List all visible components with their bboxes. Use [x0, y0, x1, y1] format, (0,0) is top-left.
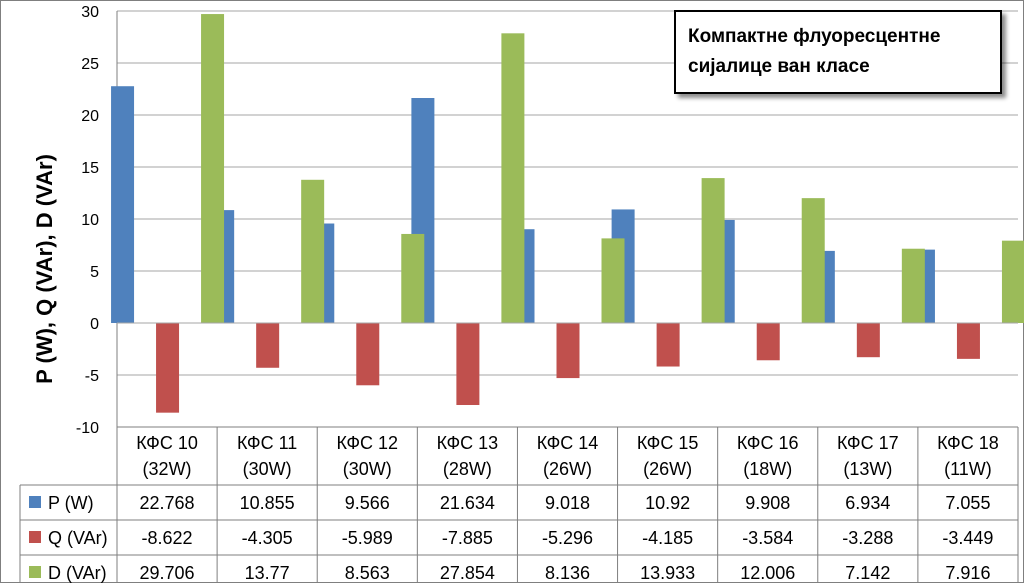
legend-key-d	[29, 566, 41, 578]
y-tick-label: -10	[76, 420, 99, 437]
y-axis-title: P (W), Q (VAr), D (VAr)	[32, 154, 57, 384]
bar-q	[356, 323, 380, 386]
data-value: -7.885	[442, 528, 493, 548]
bar-d	[801, 198, 825, 323]
bar-d	[901, 248, 925, 323]
y-tick-label: 5	[90, 264, 99, 281]
bar-d	[201, 14, 225, 324]
data-value: 13.77	[245, 563, 290, 583]
legend-key-p	[29, 496, 41, 508]
category-label: (26W)	[543, 459, 592, 479]
category-label: (11W)	[944, 459, 992, 479]
chart-title-box: Компактне флуоресцентне сијалице ван кла…	[674, 10, 1002, 94]
bar-d	[301, 179, 325, 323]
data-value: 21.634	[440, 493, 495, 513]
y-tick-label: 30	[81, 4, 99, 21]
legend-label: P (W)	[48, 493, 94, 513]
data-value: 8.563	[345, 563, 390, 583]
data-value: 9.018	[545, 493, 590, 513]
data-value: -5.989	[342, 528, 393, 548]
category-label: (30W)	[343, 459, 392, 479]
data-value: 10.855	[240, 493, 295, 513]
category-label: КФС 12	[336, 433, 398, 453]
data-value: 8.136	[545, 563, 590, 583]
data-value: 7.142	[845, 563, 890, 583]
y-tick-label: 25	[81, 56, 99, 73]
bar-d	[501, 33, 525, 324]
data-value: 6.934	[845, 493, 890, 513]
bar-q	[756, 323, 780, 361]
data-value: -5.296	[542, 528, 593, 548]
category-label: КФС 13	[437, 433, 499, 453]
data-value: 22.768	[140, 493, 195, 513]
category-label: КФС 16	[737, 433, 799, 453]
data-value: -8.622	[142, 528, 193, 548]
category-label: (32W)	[143, 459, 192, 479]
bar-q	[856, 323, 880, 358]
data-value: -3.288	[842, 528, 893, 548]
category-label: (13W)	[843, 459, 892, 479]
category-label: КФС 18	[937, 433, 999, 453]
data-value: -4.305	[242, 528, 293, 548]
y-tick-label: 10	[81, 212, 99, 229]
legend-label: Q (VAr)	[48, 528, 108, 548]
category-label: (28W)	[443, 459, 492, 479]
category-label: КФС 11	[237, 433, 297, 453]
data-value: -3.584	[742, 528, 793, 548]
legend-label: D (VAr)	[48, 563, 107, 583]
bar-q	[656, 323, 680, 367]
category-label: КФС 17	[837, 433, 899, 453]
chart-title-line-1: Компактне флуоресцентне	[688, 26, 941, 47]
data-value: 7.916	[945, 563, 990, 583]
data-value: 12.006	[740, 563, 795, 583]
chart-title-line-2: сијалице ван класе	[688, 56, 870, 77]
category-label: (18W)	[743, 459, 792, 479]
y-tick-label: 0	[90, 316, 99, 333]
data-value: -3.449	[942, 528, 993, 548]
category-label: КФС 10	[136, 433, 198, 453]
legend-key-q	[29, 531, 41, 543]
data-value: 9.908	[745, 493, 790, 513]
y-tick-label: 15	[81, 160, 99, 177]
bar-q	[956, 323, 980, 359]
bar-q	[456, 323, 480, 406]
data-value: 27.854	[440, 563, 495, 583]
bar-d	[601, 238, 625, 323]
bar-q	[256, 323, 280, 368]
data-value: 7.055	[945, 493, 990, 513]
bar-q	[556, 323, 580, 379]
bar-d	[1001, 240, 1024, 323]
data-value: 13.933	[640, 563, 695, 583]
bar-q	[156, 323, 180, 413]
bar-p	[111, 86, 135, 323]
data-value: 10.92	[645, 493, 690, 513]
data-value: 9.566	[345, 493, 390, 513]
y-tick-label: 20	[81, 108, 99, 125]
category-label: (26W)	[643, 459, 692, 479]
data-value: 29.706	[140, 563, 195, 583]
y-tick-label: -5	[85, 368, 99, 385]
bar-d	[701, 178, 725, 323]
category-label: (30W)	[243, 459, 292, 479]
category-label: КФС 15	[637, 433, 699, 453]
bar-d	[401, 233, 425, 323]
category-label: КФС 14	[537, 433, 599, 453]
data-value: -4.185	[642, 528, 693, 548]
